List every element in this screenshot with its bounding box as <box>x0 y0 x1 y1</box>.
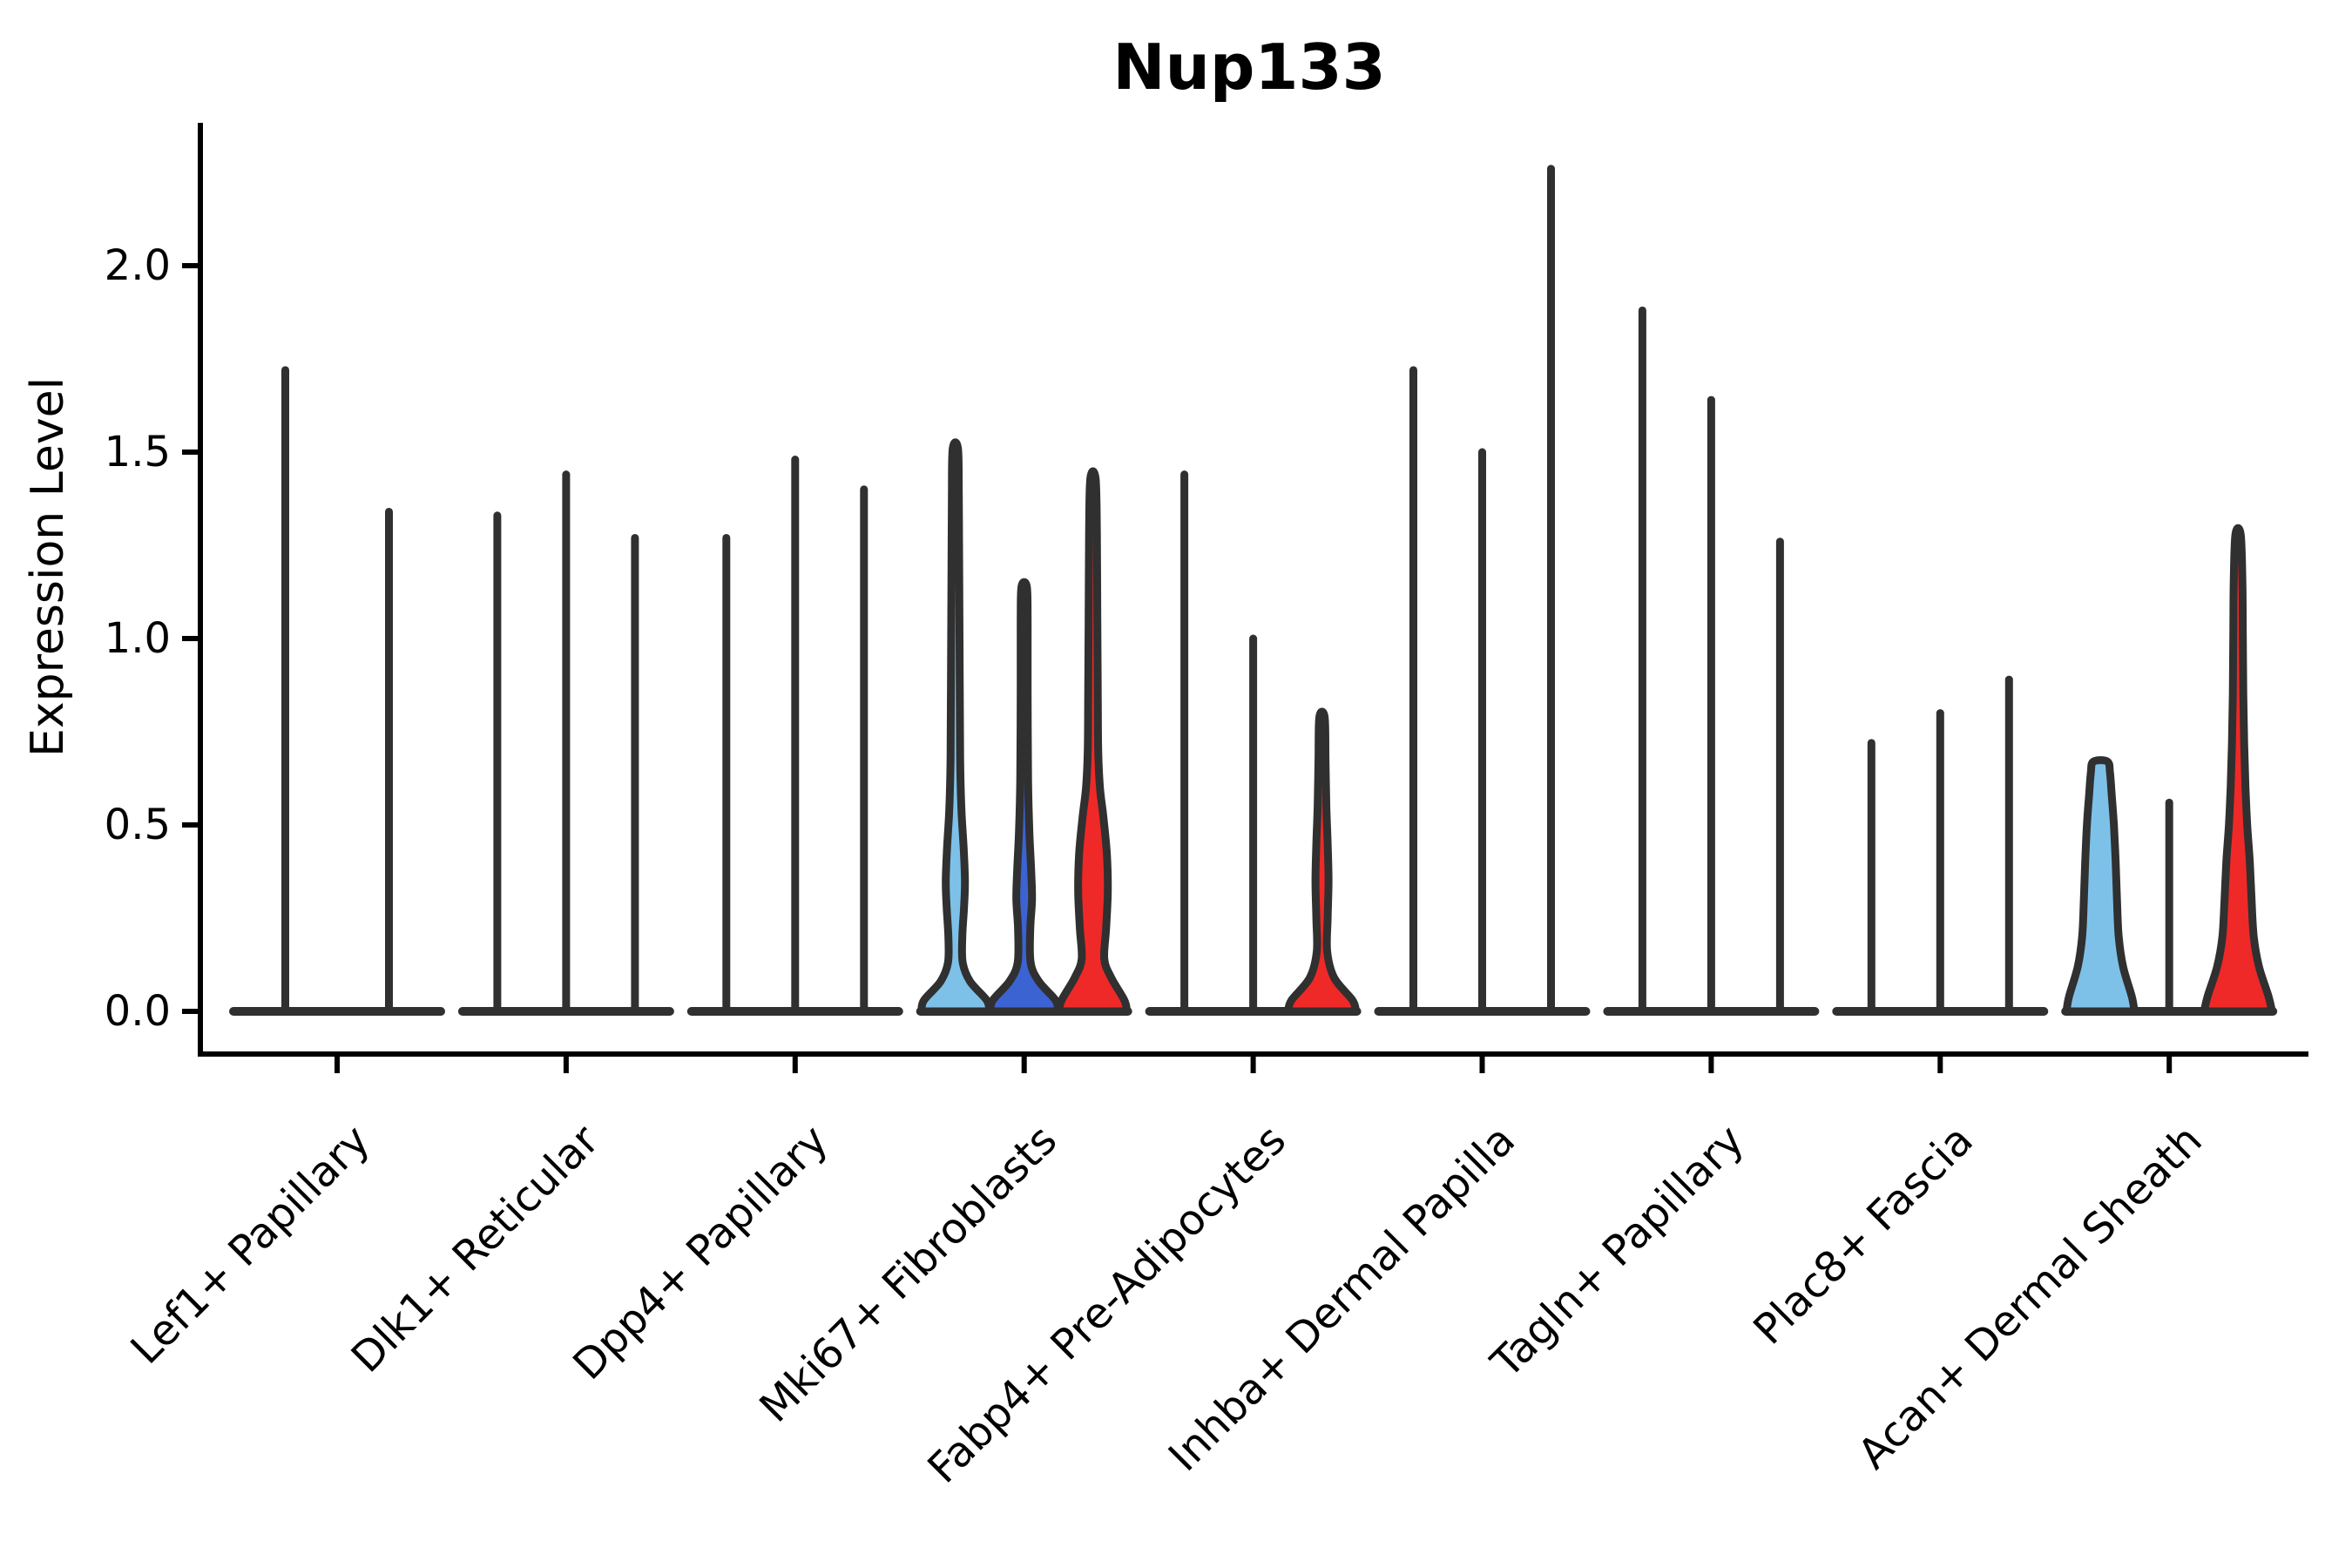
violin-shape-red <box>2200 524 2276 1016</box>
y-tick-label: 2.0 <box>105 241 171 290</box>
x-tick-label: Plac8+ Fascia <box>1744 1116 1983 1355</box>
y-tick-label: 0.0 <box>105 987 171 1036</box>
y-tick-label: 0.5 <box>105 801 171 849</box>
y-axis-label: Expression Level <box>22 377 74 757</box>
y-tick-label: 1.5 <box>105 428 171 476</box>
x-tick-label: Tagln+ Papillary <box>1482 1116 1754 1388</box>
x-tick-label: Dlk1+ Reticular <box>342 1116 609 1382</box>
violin-shape-skyblue <box>2062 756 2139 1016</box>
x-tick-label: Lef1+ Papillary <box>122 1116 380 1374</box>
chart-title: Nup133 <box>1112 30 1385 104</box>
violin-shape-red <box>1055 467 1132 1016</box>
axes-layer <box>182 123 2308 1073</box>
violin-layer <box>229 165 2278 1016</box>
x-tick-label: Dpp4+ Papillary <box>564 1116 837 1389</box>
violin-shape-skyblue <box>917 438 994 1016</box>
violin-shape-blue <box>986 578 1063 1016</box>
y-tick-label: 1.0 <box>105 614 171 663</box>
violin-shape-red <box>1284 707 1361 1016</box>
